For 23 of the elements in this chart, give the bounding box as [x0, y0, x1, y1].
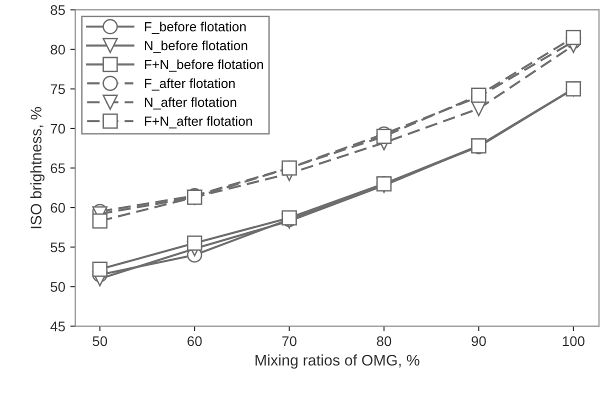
legend-label: F_after flotation — [144, 78, 235, 91]
legend-label: N_before flotation — [144, 40, 248, 53]
y-tick-label: 45 — [50, 322, 65, 332]
x-tick-label: 60 — [188, 336, 202, 346]
y-tick-label: 75 — [50, 84, 65, 94]
legend-label: F_before flotation — [144, 22, 246, 34]
y-tick-label: 65 — [50, 163, 65, 174]
legend-label: F+N_after flotation — [144, 116, 252, 128]
x-tick-label: 80 — [376, 336, 392, 346]
y-tick-label: 85 — [50, 5, 65, 15]
legend-label: F+N_before flotation — [144, 59, 263, 72]
y-axis-title: ISO brightness, % — [30, 106, 45, 228]
x-tick-label: 100 — [562, 336, 584, 346]
y-tick-label: 55 — [50, 242, 65, 252]
x-tick-label: 50 — [92, 336, 108, 346]
legend-label: N_after flotation — [144, 97, 236, 110]
y-tick-label: 60 — [50, 202, 65, 213]
y-tick-label: 70 — [50, 124, 65, 134]
x-tick-label: 70 — [282, 336, 296, 346]
x-tick-label: 90 — [472, 336, 486, 346]
x-axis-title: Mixing ratios of OMG, % — [256, 354, 420, 369]
y-tick-label: 50 — [50, 282, 65, 292]
y-tick-label: 80 — [50, 44, 65, 55]
